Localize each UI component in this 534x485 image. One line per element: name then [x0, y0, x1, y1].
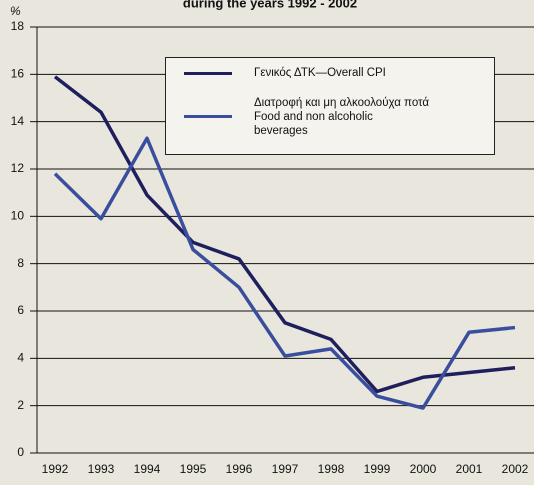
legend-label: Γενικός ΔΤΚ—Overall CPI [254, 67, 386, 79]
y-axis-label: % [10, 4, 21, 18]
y-tick-label: 16 [11, 67, 25, 81]
y-tick-label: 4 [17, 351, 24, 365]
x-tick-label: 2001 [456, 462, 483, 476]
y-tick-label: 12 [11, 161, 25, 175]
x-tick-label: 1993 [88, 462, 115, 476]
y-tick-label: 2 [17, 398, 24, 412]
y-tick-label: 6 [17, 303, 24, 317]
x-tick-label: 2000 [410, 462, 437, 476]
legend-item: Διατροφή και μη αλκοολούχα ποτά Food and… [184, 96, 429, 138]
y-tick-label: 0 [17, 445, 24, 459]
x-tick-label: 1992 [42, 462, 69, 476]
y-tick-label: 10 [11, 209, 25, 223]
x-tick-label: 1995 [180, 462, 207, 476]
legend-swatch [184, 72, 232, 75]
y-tick-label: 18 [11, 19, 25, 33]
x-tick-label: 1997 [272, 462, 299, 476]
legend: Γενικός ΔΤΚ—Overall CPI Διατροφή και μη α… [165, 57, 495, 155]
x-tick-label: 1999 [364, 462, 391, 476]
x-tick-label: 1994 [134, 462, 161, 476]
legend-swatch [184, 115, 232, 118]
line-series [53, 136, 516, 410]
chart-title: during the years 1992 - 2002 [183, 0, 357, 10]
legend-label: Διατροφή και μη αλκοολούχα ποτά Food and… [254, 97, 430, 137]
x-tick-label: 1998 [318, 462, 345, 476]
y-tick-label: 8 [17, 256, 24, 270]
x-tick-label: 2002 [502, 462, 529, 476]
y-tick-label: 14 [11, 114, 25, 128]
legend-item: Γενικός ΔΤΚ—Overall CPI [184, 66, 386, 80]
x-tick-label: 1996 [226, 462, 253, 476]
